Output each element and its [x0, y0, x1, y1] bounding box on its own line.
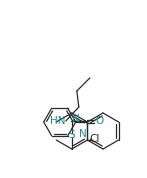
Text: N: N	[79, 129, 86, 139]
Text: Cl: Cl	[89, 134, 100, 144]
Text: HN: HN	[50, 116, 66, 126]
Text: N: N	[72, 114, 80, 124]
Text: S: S	[69, 130, 75, 140]
Text: O: O	[96, 116, 104, 126]
